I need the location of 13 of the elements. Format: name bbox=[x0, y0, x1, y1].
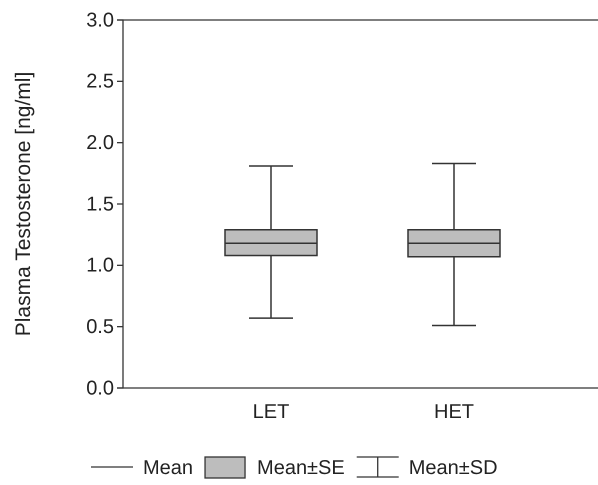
y-axis-title: Plasma Testosterone [ng/ml] bbox=[12, 72, 35, 336]
y-tick-label: 2.5 bbox=[86, 70, 114, 93]
text: Mean±SD bbox=[408, 457, 498, 479]
text: Mean bbox=[143, 457, 194, 479]
y-tick-label: 0.5 bbox=[86, 316, 114, 338]
y-tick-label: 1.0 bbox=[86, 254, 114, 277]
y-tick-label: 3.0 bbox=[86, 9, 114, 32]
text: Mean±SE bbox=[257, 457, 345, 479]
y-tick-label: 0.0 bbox=[86, 377, 114, 400]
y-tick-label: 1.5 bbox=[86, 193, 114, 216]
y-tick-label: 2.0 bbox=[86, 132, 114, 154]
x-tick-label: LET bbox=[252, 401, 290, 423]
x-tick-label: HET bbox=[434, 401, 474, 423]
